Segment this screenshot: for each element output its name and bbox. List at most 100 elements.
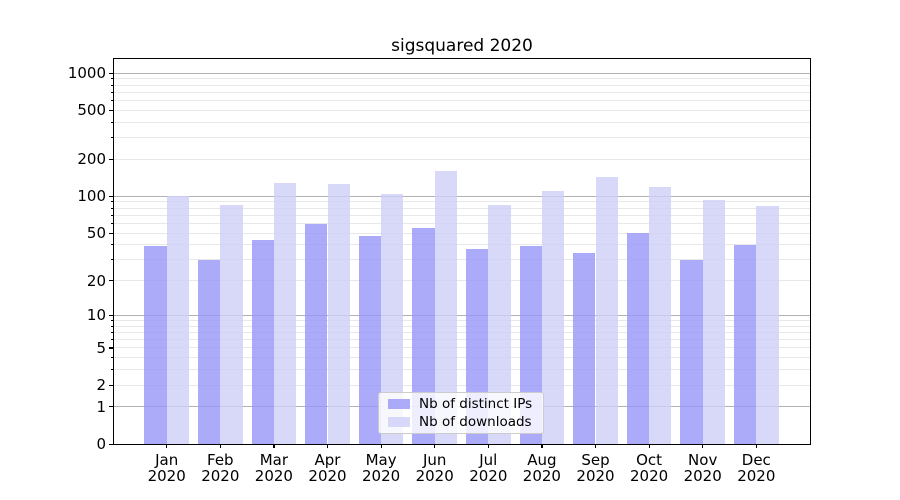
bar-nov-downloads: [702, 200, 725, 444]
gridline-minor: [114, 331, 810, 333]
x-tick-mark: [702, 444, 704, 448]
gridline-minor: [114, 357, 810, 359]
x-tick-label: Dec 2020: [737, 451, 776, 485]
y-minor-tick-mark: [111, 158, 114, 160]
gridline-minor: [114, 201, 810, 203]
gridline-minor: [114, 158, 810, 160]
y-tick-label: 2: [96, 376, 106, 395]
gridline-major: [114, 314, 810, 316]
x-tick-label: Jan 2020: [147, 451, 186, 485]
bar-nov-distinct-ips: [680, 259, 703, 444]
legend-item-distinct-ips: Nb of distinct IPs: [388, 396, 534, 412]
y-tick-label: 0: [96, 435, 106, 453]
legend: Nb of distinct IPs Nb of downloads: [378, 392, 544, 434]
y-minor-tick-mark: [111, 109, 114, 111]
y-minor-tick-mark: [111, 121, 114, 123]
bar-apr-distinct-ips: [305, 224, 328, 444]
x-tick-label: Jun 2020: [415, 451, 454, 485]
x-tick-label: Sep 2020: [576, 451, 615, 485]
gridline-minor: [114, 369, 810, 371]
x-tick-mark: [487, 444, 489, 448]
y-tick-label: 50: [86, 224, 106, 243]
y-tick-label: 200: [77, 150, 106, 169]
gridline-minor: [114, 384, 810, 386]
gridline-minor: [114, 319, 810, 321]
legend-item-downloads: Nb of downloads: [388, 414, 534, 430]
gridline-minor: [114, 78, 810, 80]
y-minor-tick-mark: [111, 201, 114, 203]
y-tick-label: 1: [96, 397, 106, 416]
y-tick-mark: [109, 72, 114, 74]
y-minor-tick-mark: [111, 369, 114, 371]
y-tick-label: 1000: [67, 64, 106, 83]
x-tick-mark: [380, 444, 382, 448]
y-tick-label: 500: [77, 101, 106, 120]
x-tick-label: Jul 2020: [469, 451, 508, 485]
bar-jan-downloads: [166, 195, 189, 444]
legend-swatch-distinct-ips: [388, 399, 410, 410]
x-tick-label: Feb 2020: [201, 451, 240, 485]
y-minor-tick-mark: [111, 347, 114, 349]
y-minor-tick-mark: [111, 319, 114, 321]
bar-oct-downloads: [649, 186, 672, 444]
y-minor-tick-mark: [111, 222, 114, 224]
bar-sep-distinct-ips: [573, 253, 596, 444]
y-minor-tick-mark: [111, 84, 114, 86]
bar-feb-downloads: [220, 205, 243, 444]
y-tick-label: 100: [77, 187, 106, 206]
x-tick-label: Mar 2020: [254, 451, 293, 485]
gridline-minor: [114, 100, 810, 102]
x-tick-label: Nov 2020: [683, 451, 722, 485]
bar-sep-downloads: [595, 177, 618, 444]
gridline-minor: [114, 214, 810, 216]
y-tick-label: 10: [86, 306, 106, 325]
bar-may-distinct-ips: [358, 236, 382, 444]
bar-mar-downloads: [273, 183, 297, 444]
y-minor-tick-mark: [111, 232, 114, 234]
y-tick-mark: [109, 443, 114, 445]
x-tick-label: Aug 2020: [522, 451, 561, 485]
chart-title: sigsquared 2020: [391, 36, 533, 56]
gridline-minor: [114, 280, 810, 282]
x-tick-label: Oct 2020: [630, 451, 669, 485]
plot-area: [113, 58, 811, 445]
x-tick-mark: [648, 444, 650, 448]
y-minor-tick-mark: [111, 207, 114, 209]
gridline-major: [114, 72, 810, 74]
bar-jun-distinct-ips: [412, 228, 435, 444]
bar-mar-distinct-ips: [251, 239, 274, 444]
y-minor-tick-mark: [111, 280, 114, 282]
bar-feb-distinct-ips: [198, 259, 221, 444]
bar-jun-downloads: [434, 170, 457, 444]
x-tick-label: May 2020: [362, 451, 401, 485]
x-tick-mark: [755, 444, 757, 448]
x-tick-label: Apr 2020: [308, 451, 347, 485]
gridline-minor: [114, 222, 810, 224]
bar-aug-downloads: [541, 191, 565, 444]
y-tick-label: 5: [96, 338, 106, 357]
y-minor-tick-mark: [111, 325, 114, 327]
y-minor-tick-mark: [111, 331, 114, 333]
y-minor-tick-mark: [111, 100, 114, 102]
legend-swatch-downloads: [388, 416, 410, 427]
x-tick-mark: [595, 444, 597, 448]
y-minor-tick-mark: [111, 259, 114, 261]
gridline-minor: [114, 347, 810, 349]
x-tick-mark: [541, 444, 543, 448]
gridline-minor: [114, 91, 810, 93]
gridline-minor: [114, 207, 810, 209]
y-minor-tick-mark: [111, 357, 114, 359]
y-minor-tick-mark: [111, 137, 114, 139]
gridline-major: [114, 195, 810, 197]
x-tick-mark: [273, 444, 275, 448]
bar-may-downloads: [381, 194, 404, 444]
y-minor-tick-mark: [111, 214, 114, 216]
y-minor-tick-mark: [111, 339, 114, 341]
y-tick-label: 20: [86, 271, 106, 290]
gridline-minor: [114, 259, 810, 261]
x-tick-mark: [219, 444, 221, 448]
x-tick-mark: [327, 444, 329, 448]
bar-dec-downloads: [756, 205, 779, 444]
y-tick-mark: [109, 195, 114, 198]
